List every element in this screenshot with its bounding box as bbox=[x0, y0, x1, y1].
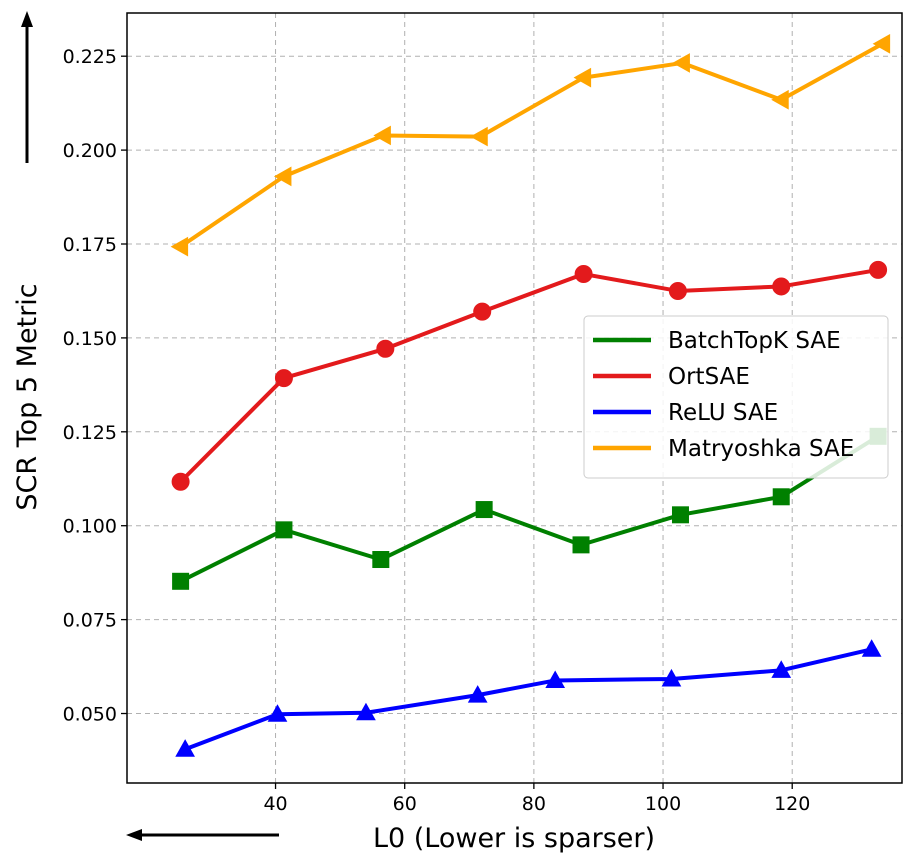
data-point-ortsae bbox=[668, 281, 687, 300]
series-line-batchtopk-sae bbox=[178, 434, 881, 584]
legend-label-relu-sae: ReLU SAE bbox=[668, 400, 778, 426]
data-point-relu-sae bbox=[467, 685, 488, 703]
data-point-ortsae bbox=[274, 369, 293, 388]
x-tick-label: 100 bbox=[645, 793, 681, 815]
data-point-batchtopk-sae bbox=[572, 536, 590, 554]
y-tick-label: 0.200 bbox=[63, 140, 117, 162]
data-point-batchtopk-sae bbox=[372, 551, 390, 569]
legend-box bbox=[583, 315, 889, 479]
series-line-matryoshka-sae bbox=[178, 41, 885, 249]
data-point-ortsae bbox=[772, 277, 791, 296]
series-line-ortsae bbox=[178, 267, 881, 484]
series-matryoshka-sae bbox=[170, 33, 891, 257]
y-tick-label: 0.175 bbox=[63, 234, 117, 256]
data-point-matryoshka-sae bbox=[573, 67, 592, 88]
legend-label-matryoshka-sae: Matryoshka SAE bbox=[668, 436, 854, 462]
x-tick-label: 80 bbox=[522, 793, 546, 815]
data-point-relu-sae bbox=[771, 660, 792, 678]
y-tick-label: 0.125 bbox=[63, 422, 117, 444]
data-point-relu-sae bbox=[545, 670, 566, 688]
data-point-ortsae bbox=[869, 260, 888, 279]
axis-ticks: 40 60 80 100 120 0.050 0.075 0.100 0.125 0.150 0.1… bbox=[63, 46, 811, 815]
data-point-batchtopk-sae bbox=[275, 521, 293, 539]
data-point-batchtopk-sae bbox=[671, 506, 689, 524]
data-point-relu-sae bbox=[175, 739, 195, 757]
x-tick-label: 40 bbox=[263, 793, 287, 815]
data-point-matryoshka-sae bbox=[872, 33, 891, 54]
series-layer bbox=[170, 33, 891, 757]
data-point-matryoshka-sae bbox=[672, 53, 690, 73]
data-point-relu-sae bbox=[661, 668, 682, 687]
data-point-batchtopk-sae bbox=[475, 501, 493, 519]
y-axis-label: SCR Top 5 Metric bbox=[12, 283, 43, 510]
data-point-matryoshka-sae bbox=[470, 126, 488, 147]
data-point-relu-sae bbox=[356, 702, 376, 721]
data-point-matryoshka-sae bbox=[771, 89, 789, 110]
plot-area-frame bbox=[126, 12, 903, 784]
legend-label-ortsae: OrtSAE bbox=[668, 364, 750, 390]
data-point-relu-sae bbox=[861, 639, 882, 657]
data-point-ortsae bbox=[473, 302, 492, 321]
legend-label-batchtopk-sae: BatchTopK SAE bbox=[668, 328, 841, 354]
data-point-matryoshka-sae bbox=[373, 125, 391, 146]
series-ortsae bbox=[171, 260, 888, 491]
grid bbox=[127, 13, 902, 783]
data-point-ortsae bbox=[376, 339, 395, 358]
data-point-relu-sae bbox=[267, 704, 288, 722]
series-line-relu-sae bbox=[183, 647, 874, 752]
y-tick-label: 0.100 bbox=[63, 516, 117, 538]
x-direction-arrow bbox=[126, 829, 279, 841]
y-direction-arrow bbox=[21, 11, 33, 163]
data-point-batchtopk-sae bbox=[172, 572, 190, 590]
data-point-matryoshka-sae bbox=[170, 236, 189, 257]
y-tick-label: 0.050 bbox=[63, 704, 117, 726]
x-tick-label: 120 bbox=[774, 793, 810, 815]
data-point-ortsae bbox=[171, 472, 190, 491]
series-relu-sae bbox=[175, 639, 882, 757]
data-point-ortsae bbox=[574, 265, 593, 284]
y-tick-label: 0.150 bbox=[63, 328, 117, 350]
y-tick-label: 0.225 bbox=[63, 46, 117, 68]
x-axis-label: L0 (Lower is sparser) bbox=[373, 823, 655, 854]
data-point-matryoshka-sae bbox=[273, 166, 292, 187]
x-tick-label: 60 bbox=[393, 793, 417, 815]
y-tick-label: 0.075 bbox=[63, 610, 117, 632]
legend: BatchTopK SAE OrtSAE ReLU SAE Matryoshka SA… bbox=[583, 315, 889, 479]
data-point-batchtopk-sae bbox=[772, 488, 790, 506]
